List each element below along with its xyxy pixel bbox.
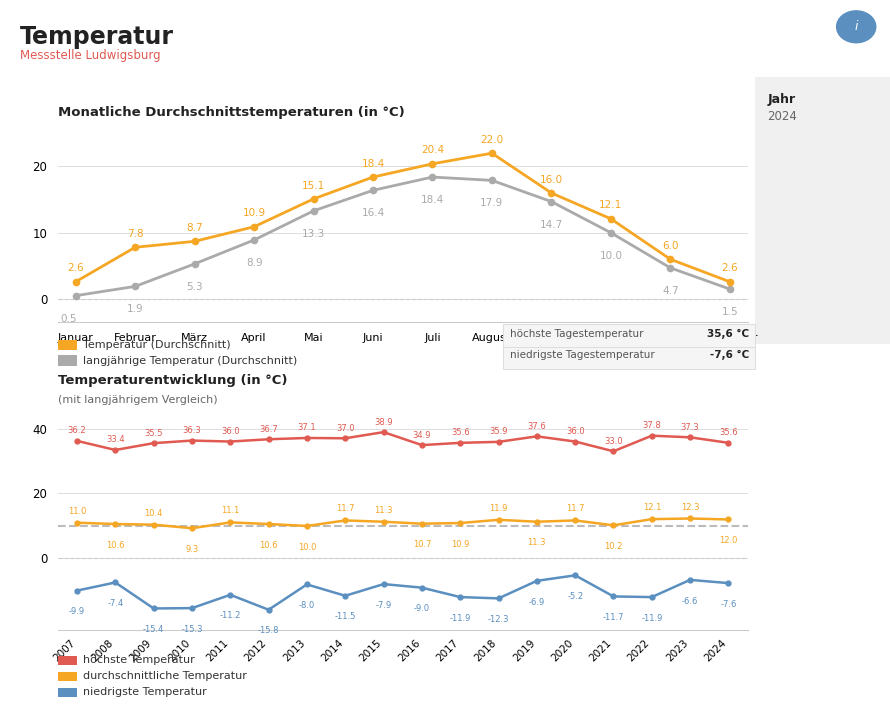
Text: 2.6: 2.6 <box>68 264 84 274</box>
Text: 10.9: 10.9 <box>451 539 469 549</box>
Text: 37.8: 37.8 <box>643 421 661 430</box>
Text: niedrigste Tagestemperatur: niedrigste Tagestemperatur <box>510 350 655 361</box>
Text: 35.5: 35.5 <box>144 429 163 437</box>
Text: 35.6: 35.6 <box>719 429 738 437</box>
Text: 12.0: 12.0 <box>719 536 738 545</box>
Text: -7.9: -7.9 <box>376 601 392 610</box>
Text: 11.0: 11.0 <box>68 507 86 515</box>
Text: 4.7: 4.7 <box>662 286 678 296</box>
Text: 10.2: 10.2 <box>604 542 623 551</box>
Text: 37.1: 37.1 <box>297 424 316 432</box>
Text: 33.0: 33.0 <box>604 437 623 446</box>
Text: langjährige Temperatur (Durchschnitt): langjährige Temperatur (Durchschnitt) <box>83 355 297 366</box>
Text: 37.3: 37.3 <box>681 423 700 432</box>
Text: Messstelle Ludwigsburg: Messstelle Ludwigsburg <box>20 49 160 62</box>
Text: -6.9: -6.9 <box>529 597 545 607</box>
Text: -11.2: -11.2 <box>220 612 241 620</box>
Text: Temperaturentwicklung (in °C): Temperaturentwicklung (in °C) <box>58 374 287 387</box>
Text: 16.0: 16.0 <box>540 174 563 185</box>
Text: 11.3: 11.3 <box>528 539 546 547</box>
Text: 34.9: 34.9 <box>413 431 431 439</box>
Text: -11.7: -11.7 <box>603 613 624 622</box>
Text: 9.3: 9.3 <box>185 545 198 554</box>
Text: 10.6: 10.6 <box>106 541 125 550</box>
Text: -7.4: -7.4 <box>107 599 124 608</box>
Text: -15.4: -15.4 <box>143 625 165 634</box>
Text: 11.3: 11.3 <box>375 506 392 515</box>
Text: -11.9: -11.9 <box>449 614 471 623</box>
Text: -9.0: -9.0 <box>414 605 430 613</box>
Text: i: i <box>854 20 858 33</box>
Text: 5.3: 5.3 <box>186 282 203 292</box>
Text: 12.3: 12.3 <box>681 502 700 512</box>
Text: -8.0: -8.0 <box>299 601 315 610</box>
Text: 36.3: 36.3 <box>182 426 201 435</box>
Text: 22.0: 22.0 <box>481 135 504 145</box>
Text: höchste Temperatur: höchste Temperatur <box>83 655 195 665</box>
Text: durchschnittliche Temperatur: durchschnittliche Temperatur <box>83 671 247 681</box>
Text: 11.9: 11.9 <box>490 504 507 513</box>
Text: -9.9: -9.9 <box>69 607 85 616</box>
Text: 11.1: 11.1 <box>221 507 239 515</box>
Text: 33.4: 33.4 <box>106 435 125 445</box>
Text: -7.6: -7.6 <box>720 599 737 609</box>
Text: 35.9: 35.9 <box>490 427 508 437</box>
Text: 17.9: 17.9 <box>481 198 504 209</box>
Text: (mit langjährigem Vergleich): (mit langjährigem Vergleich) <box>58 395 217 405</box>
Text: 36.7: 36.7 <box>259 425 278 434</box>
Text: 10.0: 10.0 <box>298 542 316 552</box>
Text: 37.0: 37.0 <box>336 424 354 433</box>
Text: 10.6: 10.6 <box>259 541 278 550</box>
Text: 8.9: 8.9 <box>246 258 263 268</box>
Text: 36.0: 36.0 <box>221 427 239 436</box>
Text: -15.3: -15.3 <box>182 625 203 634</box>
Text: Temperatur: Temperatur <box>20 25 174 49</box>
Text: 10.4: 10.4 <box>144 509 163 518</box>
Text: -7,6 °C: -7,6 °C <box>710 350 749 361</box>
Text: 7.8: 7.8 <box>127 229 143 239</box>
Text: -6.6: -6.6 <box>682 597 699 605</box>
Text: 37.6: 37.6 <box>528 422 546 431</box>
Text: 6.0: 6.0 <box>662 241 678 251</box>
Text: -15.8: -15.8 <box>258 626 279 636</box>
Text: 20.4: 20.4 <box>421 146 444 156</box>
Text: 1.5: 1.5 <box>722 307 738 317</box>
Text: 2024: 2024 <box>767 110 797 123</box>
Text: 11.7: 11.7 <box>336 505 354 513</box>
Text: 15.1: 15.1 <box>302 180 325 190</box>
Text: 8.7: 8.7 <box>186 223 203 233</box>
Text: -11.9: -11.9 <box>641 614 662 623</box>
Text: niedrigste Temperatur: niedrigste Temperatur <box>83 687 206 697</box>
Text: 0.5: 0.5 <box>61 313 77 324</box>
Text: 12.1: 12.1 <box>599 201 622 211</box>
Text: -11.5: -11.5 <box>335 613 356 621</box>
Text: 12.1: 12.1 <box>643 503 661 512</box>
Text: 18.4: 18.4 <box>361 159 384 169</box>
Text: 16.4: 16.4 <box>361 209 384 219</box>
Text: 38.9: 38.9 <box>375 418 392 426</box>
Text: 13.3: 13.3 <box>302 229 325 239</box>
Text: 2.6: 2.6 <box>722 264 738 274</box>
Text: -12.3: -12.3 <box>488 615 509 624</box>
Text: 14.7: 14.7 <box>539 219 563 230</box>
Text: Jahr: Jahr <box>767 93 796 106</box>
Text: 36.0: 36.0 <box>566 427 585 436</box>
Text: 18.4: 18.4 <box>421 195 444 205</box>
Text: 36.2: 36.2 <box>68 426 86 435</box>
Text: 35,6 °C: 35,6 °C <box>708 329 749 340</box>
Text: -5.2: -5.2 <box>567 592 583 601</box>
Text: 1.9: 1.9 <box>127 305 143 314</box>
Text: 10.7: 10.7 <box>413 540 431 550</box>
Text: 10.9: 10.9 <box>242 209 265 219</box>
Text: höchste Tagestemperatur: höchste Tagestemperatur <box>510 329 643 340</box>
Text: 10.0: 10.0 <box>599 251 622 261</box>
Text: 35.6: 35.6 <box>451 429 470 437</box>
Text: Monatliche Durchschnittstemperaturen (in °C): Monatliche Durchschnittstemperaturen (in… <box>58 106 405 119</box>
Text: Temperatur (Durchschnitt): Temperatur (Durchschnitt) <box>83 340 231 350</box>
Text: 11.7: 11.7 <box>566 505 585 513</box>
